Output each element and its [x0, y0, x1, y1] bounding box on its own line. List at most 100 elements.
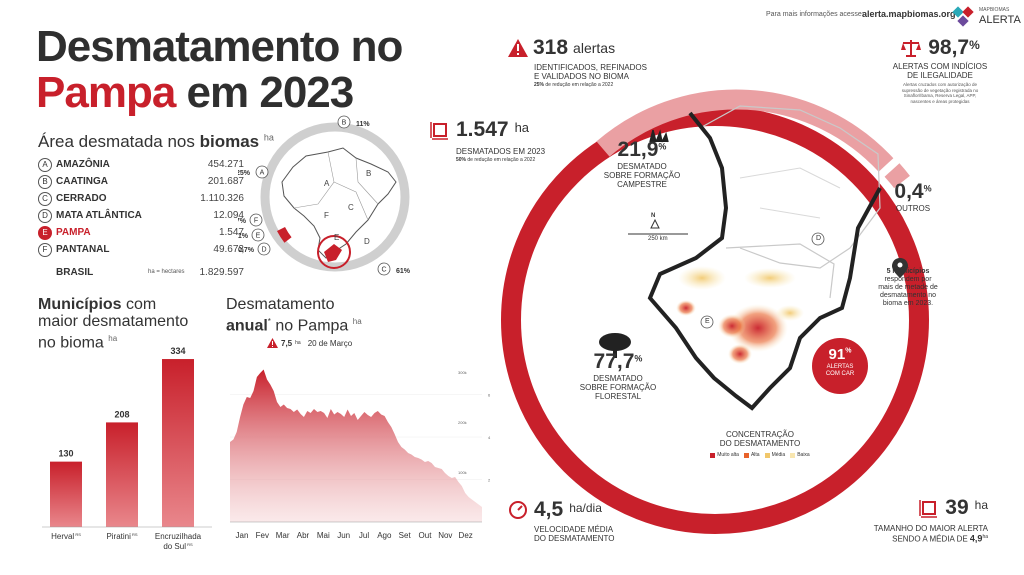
annual-peak-annotation: 7,5 ha 20 de Março: [267, 338, 352, 348]
florestal-value: 77,7: [593, 350, 635, 373]
logo-icon: [952, 6, 974, 27]
warning-icon: [267, 338, 278, 348]
bar-category-label: do Sul RS: [163, 542, 193, 551]
area-month-label: Mar: [276, 531, 290, 540]
neighbor-map: [699, 105, 881, 269]
deforested-block: 1.547 ha DESMATADOS EM 2023 50% de reduç…: [430, 118, 545, 163]
concentration-legend: Muito alta Alta Média Baixa: [700, 452, 820, 458]
largest-avg: 4,9: [969, 533, 983, 544]
legend-label: Baixa: [797, 452, 810, 458]
car-badge: [812, 338, 868, 394]
municipios-heading-bold: Municípios: [38, 296, 122, 313]
campestre-unit: %: [658, 141, 667, 152]
alerts-desc1: IDENTIFICADOS, REFINADOS: [534, 63, 647, 72]
largest-area-icon: [919, 500, 938, 518]
campestre-block: 21,9% DESMATADO SOBRE FORMAÇÃO CAMPESTRE: [602, 138, 682, 189]
biome-total-name: BRASIL: [56, 267, 94, 278]
grass-icon: [649, 129, 669, 143]
speed-desc1: VELOCIDADE MÉDIA: [534, 525, 614, 534]
legend-item: Muito alta: [710, 452, 739, 458]
donut-label-circle: [249, 213, 263, 227]
alerts-count: 318: [533, 36, 569, 59]
illegal-note2: supressão de vegetação registrada no: [901, 87, 979, 93]
florestal-unit: %: [634, 353, 643, 364]
area-month-label: Dez: [459, 531, 473, 540]
area-right-tick: 4: [488, 435, 491, 440]
car-text: 91% ALERTAS COM CAR: [812, 346, 868, 378]
car-desc2: COM CAR: [825, 371, 855, 377]
biome-letter: B: [38, 174, 52, 189]
municipios-heading-rest3: no bioma: [38, 334, 104, 352]
area-month-label: Jan: [236, 531, 249, 540]
peak-unit: ha: [295, 340, 301, 346]
tree-icon: [599, 333, 631, 358]
map-letter: B: [366, 169, 371, 178]
donut-label-pct: 2,7%: [238, 218, 247, 225]
annual-heading-rest: no Pampa: [275, 317, 349, 335]
illegal-unit: %: [969, 38, 980, 52]
biome-name: AMAZÔNIA: [56, 159, 110, 170]
donut-label-letter: F: [254, 218, 258, 225]
illegal-desc2: DE ILEGALIDADE: [907, 71, 973, 80]
outer-ring-red: [501, 106, 929, 534]
info-url-link[interactable]: alerta.mapbiomas.org: [862, 9, 956, 19]
municipios-heading-rest2: maior desmatamento: [38, 313, 189, 330]
area-month-label: Mai: [317, 531, 330, 540]
florestal-block: 77,7% DESMATADO SOBRE FORMAÇÃO FLORESTAL: [576, 350, 660, 401]
legend-item: Média: [764, 452, 786, 458]
deforested-desc: DESMATADOS EM 2023: [456, 147, 546, 156]
donut-pampa-slice: [276, 226, 292, 243]
concentration-block: CONCENTRAÇÃO DO DESMATAMENTO Muito alta A…: [700, 430, 820, 458]
donut-label-letter: D: [261, 247, 266, 254]
pampa-outline: [647, 111, 882, 411]
biome-letter: C: [38, 191, 52, 206]
illegal-value: 98,7: [928, 36, 970, 59]
biome-row-total: BRASIL 1.829.597: [38, 264, 244, 281]
illegal-desc1: ALERTAS COM INDÍCIOS: [892, 62, 988, 71]
biome-row-a: A AMAZÔNIA 454.271: [38, 156, 244, 173]
biome-name: CERRADO: [56, 193, 107, 204]
legend-label: Média: [771, 452, 786, 458]
largest-block: 39 ha TAMANHO DO MAIOR ALERTA SENDO A MÉ…: [858, 496, 988, 544]
concentration-title2: DO DESMATAMENTO: [719, 439, 801, 448]
legend-swatch: [743, 452, 749, 458]
area-heading: Área desmatada nos biomas ha: [38, 132, 274, 152]
donut-label-pct: 0,1%: [238, 233, 249, 240]
alert-triangle-icon: [508, 39, 528, 57]
biome-value: 201.687: [207, 176, 244, 187]
area-month-label: Fev: [256, 531, 269, 540]
municipios-bar-chart: 130 208 334 Herval RS Piratini RS Encruzilhad…: [42, 346, 212, 551]
title-line2-rest: em 2023: [186, 68, 355, 117]
area-month-label: Nov: [438, 531, 452, 540]
speed-desc2: DO DESMATAMENTO: [534, 534, 615, 543]
donut-label-letter: E: [256, 233, 261, 240]
municipios-note-line5: bioma em 2023.: [882, 300, 934, 307]
alerts-desc2: E VALIDADOS NO BIOMA: [534, 72, 629, 81]
biome-value: 1.110.326: [200, 193, 244, 204]
speedometer-icon: [509, 501, 527, 519]
municipios-note: 5 municípios respondem por mais de metad…: [866, 268, 950, 308]
biome-value: 454.271: [207, 159, 244, 170]
map-letter: E: [334, 233, 339, 242]
campestre-value: 21,9: [617, 138, 659, 161]
info-text: Para mais informações acesse:: [766, 11, 864, 18]
biome-name: PAMPA: [56, 227, 91, 238]
car-value: 91: [828, 346, 846, 363]
area-left-tick: 100k: [458, 470, 467, 475]
concentration-title1: CONCENTRAÇÃO: [725, 430, 794, 439]
title-line1: Desmatamento no: [36, 22, 403, 71]
biome-value: 49.673: [213, 244, 244, 255]
brazil-map: [281, 147, 397, 259]
outros-unit: %: [923, 183, 932, 194]
donut-label-circle: [257, 242, 271, 256]
bar-2: [162, 359, 194, 527]
florestal-desc2: SOBRE FORMAÇÃO: [579, 383, 657, 392]
donut-label-pct: 11%: [356, 121, 370, 128]
pampa-highlight-ring: [317, 235, 351, 269]
biome-letter: E: [38, 225, 52, 240]
biome-letter: F: [38, 242, 52, 257]
bar-1: [106, 422, 138, 527]
area-left-tick: 200k: [458, 420, 467, 425]
biome-value: 1.547: [218, 227, 244, 238]
